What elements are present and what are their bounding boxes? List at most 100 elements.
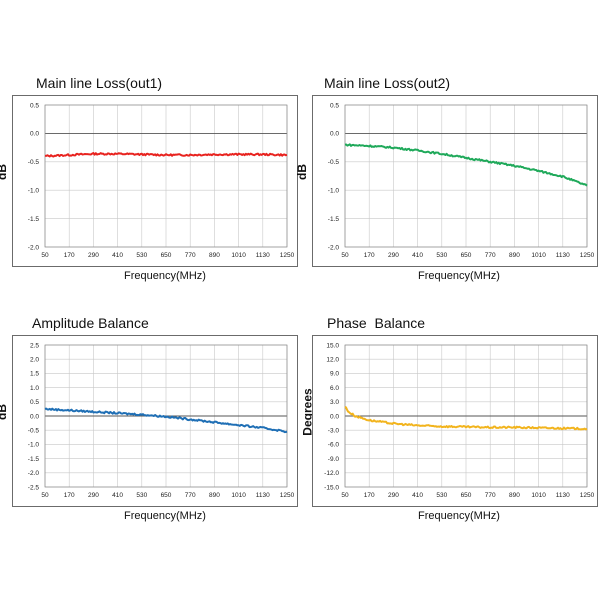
y-tick-label: 1.0: [30, 385, 39, 392]
x-tick-label: 530: [136, 492, 147, 499]
y-tick-label: -1.5: [28, 456, 40, 463]
chart-title: Main line Loss(out2): [324, 75, 451, 91]
chart-svg: 50 170 290 410 530 650 770 890 1010 1130 1250 0.5 0.…: [28, 102, 295, 259]
x-tick-label: 1130: [556, 252, 570, 259]
y-tick-label: -1.0: [328, 188, 340, 195]
plot-area: 50 170 290 410 530 650 770 890 1010 1130 1250 0.5 0.…: [12, 95, 298, 267]
chart-svg: 50 170 290 410 530 650 770 890 1010 1130 1250 15.0 1…: [324, 342, 595, 499]
y-axis-label: dB: [0, 404, 9, 420]
x-tick-label: 170: [64, 252, 75, 259]
x-tick-label: 890: [509, 492, 520, 499]
x-tick-label: 1250: [280, 252, 295, 259]
x-tick-label: 290: [388, 492, 399, 499]
chart-main-line-loss-out1: Main line Loss(out1) dB Frequency(MHz) 5…: [0, 75, 298, 282]
series-line: [344, 143, 588, 187]
x-tick-label: 410: [112, 252, 123, 259]
x-tick-label: 530: [136, 252, 147, 259]
x-axis-label: Frequency(MHz): [124, 270, 206, 282]
y-tick-label: -2.0: [28, 470, 40, 477]
x-tick-label: 170: [364, 492, 375, 499]
x-tick-label: 290: [88, 492, 99, 499]
y-tick-label: 0.0: [330, 413, 339, 420]
chart-amplitude-balance: Amplitude Balance dB Frequency(MHz) 50 17…: [0, 315, 298, 522]
x-tick-label: 650: [461, 252, 472, 259]
y-tick-label: -1.5: [28, 216, 40, 223]
chart-main-line-loss-out2: Main line Loss(out2) dB Frequency(MHz) 5…: [295, 75, 598, 282]
y-tick-label: 9.0: [330, 371, 339, 378]
y-tick-label: -15.0: [324, 484, 339, 491]
y-tick-label: -6.0: [328, 442, 340, 449]
y-tick-label: -12.0: [324, 470, 339, 477]
x-tick-label: 890: [209, 252, 220, 259]
plot-area: 50 170 290 410 530 650 770 890 1010 1130 1250 2.5 2.…: [12, 335, 298, 507]
plot-frame: [344, 104, 588, 248]
x-tick-label: 770: [485, 492, 496, 499]
y-tick-label: 0.5: [30, 399, 39, 406]
x-tick-label: 1250: [580, 252, 595, 259]
plot-frame: [44, 104, 288, 248]
x-tick-label: 50: [341, 492, 349, 499]
chart-title: Phase Balance: [327, 315, 426, 331]
y-axis-label: dB: [0, 164, 9, 180]
y-tick-label: -0.5: [328, 159, 340, 166]
x-axis-label: Frequency(MHz): [124, 510, 206, 522]
plot-frame: [44, 344, 288, 488]
x-tick-label: 1130: [556, 492, 570, 499]
x-tick-label: 290: [388, 252, 399, 259]
x-tick-label: 1010: [231, 492, 246, 499]
x-tick-label: 770: [185, 492, 196, 499]
x-tick-label: 770: [185, 252, 196, 259]
x-tick-label: 1130: [256, 252, 270, 259]
x-tick-label: 650: [161, 492, 172, 499]
x-tick-label: 1010: [531, 492, 546, 499]
y-tick-label: -2.5: [28, 484, 40, 491]
x-tick-label: 650: [161, 252, 172, 259]
plot-area: 50 170 290 410 530 650 770 890 1010 1130 1250 15.0 1…: [312, 335, 598, 507]
x-tick-label: 50: [41, 252, 49, 259]
x-tick-label: 170: [364, 252, 375, 259]
y-tick-label: 0.0: [30, 131, 39, 138]
x-tick-label: 50: [341, 252, 349, 259]
x-tick-label: 1010: [231, 252, 246, 259]
series-line: [44, 152, 288, 158]
x-tick-label: 1250: [580, 492, 595, 499]
y-tick-label: 0.5: [30, 102, 39, 109]
chart-title: Amplitude Balance: [32, 315, 149, 331]
y-axis-label: dB: [295, 164, 309, 180]
x-tick-label: 530: [436, 252, 447, 259]
x-tick-label: 1130: [256, 492, 270, 499]
x-tick-label: 890: [509, 252, 520, 259]
x-tick-label: 1010: [531, 252, 546, 259]
x-tick-label: 530: [436, 492, 447, 499]
series-line: [344, 405, 588, 431]
y-tick-label: 2.0: [30, 357, 39, 364]
x-tick-label: 170: [64, 492, 75, 499]
x-tick-label: 410: [412, 252, 423, 259]
x-axis-label: Frequency(MHz): [418, 270, 500, 282]
x-tick-label: 410: [112, 492, 123, 499]
y-tick-label: -0.5: [28, 428, 40, 435]
series-line: [44, 407, 288, 434]
y-tick-label: 12.0: [326, 357, 339, 364]
plot-area: 50 170 290 410 530 650 770 890 1010 1130 1250 0.5 0.…: [312, 95, 598, 267]
y-tick-label: -9.0: [328, 456, 340, 463]
y-tick-label: 2.5: [30, 342, 39, 349]
x-tick-label: 410: [412, 492, 423, 499]
y-tick-label: -2.0: [328, 244, 340, 251]
x-tick-label: 890: [209, 492, 220, 499]
y-tick-label: -2.0: [28, 244, 40, 251]
chart-phase-balance: Phase Balance Degrees Frequency(MHz) 50 1…: [300, 315, 598, 522]
y-tick-label: 0.0: [30, 413, 39, 420]
x-tick-label: 50: [41, 492, 49, 499]
y-tick-label: 15.0: [326, 342, 339, 349]
y-tick-label: 6.0: [330, 385, 339, 392]
y-tick-label: -1.5: [328, 216, 340, 223]
chart-title: Main line Loss(out1): [36, 75, 163, 91]
x-tick-label: 1250: [280, 492, 295, 499]
chart-svg: 50 170 290 410 530 650 770 890 1010 1130 1250 2.5 2.…: [28, 342, 295, 499]
plot-frame: [344, 344, 588, 488]
y-tick-label: 0.0: [330, 131, 339, 138]
y-tick-label: -0.5: [28, 159, 40, 166]
x-axis-label: Frequency(MHz): [418, 510, 500, 522]
y-tick-label: -3.0: [328, 428, 340, 435]
